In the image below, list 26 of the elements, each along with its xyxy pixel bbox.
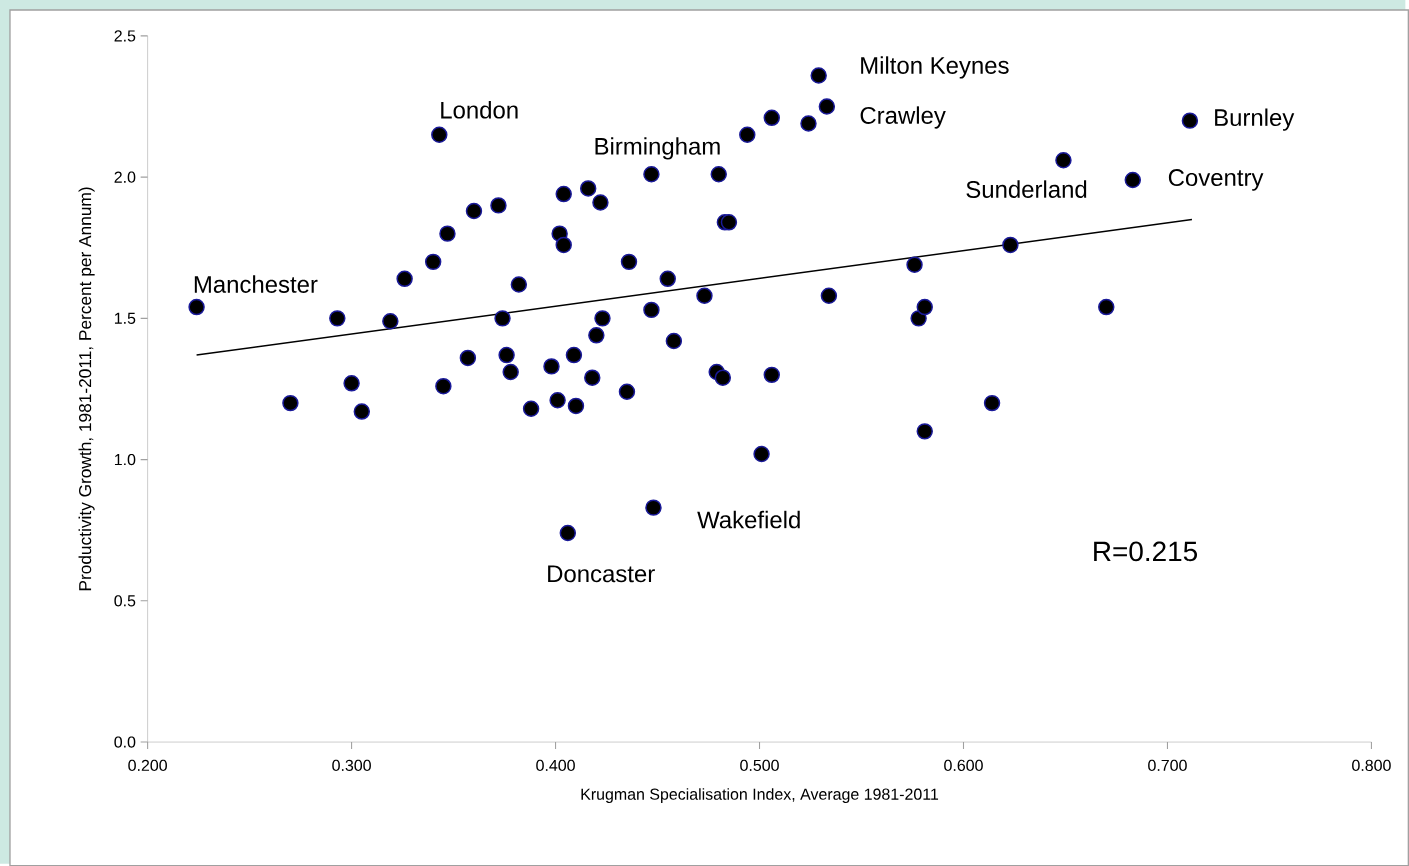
annotation: Coventry [1168, 168, 1264, 191]
x-tick-label: 0.500 [740, 759, 779, 771]
y-tick-label: 0.0 [114, 736, 136, 748]
x-tick-label: 0.300 [332, 759, 371, 771]
annotation: Wakefield [697, 510, 800, 529]
y-tick-label: 0.5 [114, 594, 136, 607]
y-axis-title: Productivity Growth, 1981-2011, Percent per Annum) [78, 187, 95, 590]
annotation: Birmingham [595, 137, 720, 160]
x-tick-label: 0.200 [128, 759, 167, 771]
annotation: Crawley [860, 106, 946, 129]
x-tick-label: 0.400 [536, 759, 575, 771]
x-tick-label: 0.800 [1352, 759, 1391, 771]
annotation: Manchester [194, 275, 318, 293]
annotation: Doncaster [548, 565, 655, 583]
y-tick-label: 1.0 [114, 453, 136, 466]
annotation: Burnley [1215, 108, 1295, 131]
annotation: Milton Keynes [861, 56, 1009, 79]
annotation: R=0.215 [1094, 541, 1198, 562]
y-tick-label: 2.5 [114, 30, 136, 42]
y-tick-label: 1.5 [114, 312, 136, 324]
annotation: Sunderland [966, 180, 1087, 198]
y-tick-label: 2.0 [114, 171, 136, 183]
x-axis-title: Krugman Specialisation Index, Average 1981-2011 [581, 787, 939, 803]
annotation: London [441, 100, 518, 119]
x-tick-label: 0.700 [1148, 759, 1187, 771]
x-tick-label: 0.600 [944, 759, 983, 771]
